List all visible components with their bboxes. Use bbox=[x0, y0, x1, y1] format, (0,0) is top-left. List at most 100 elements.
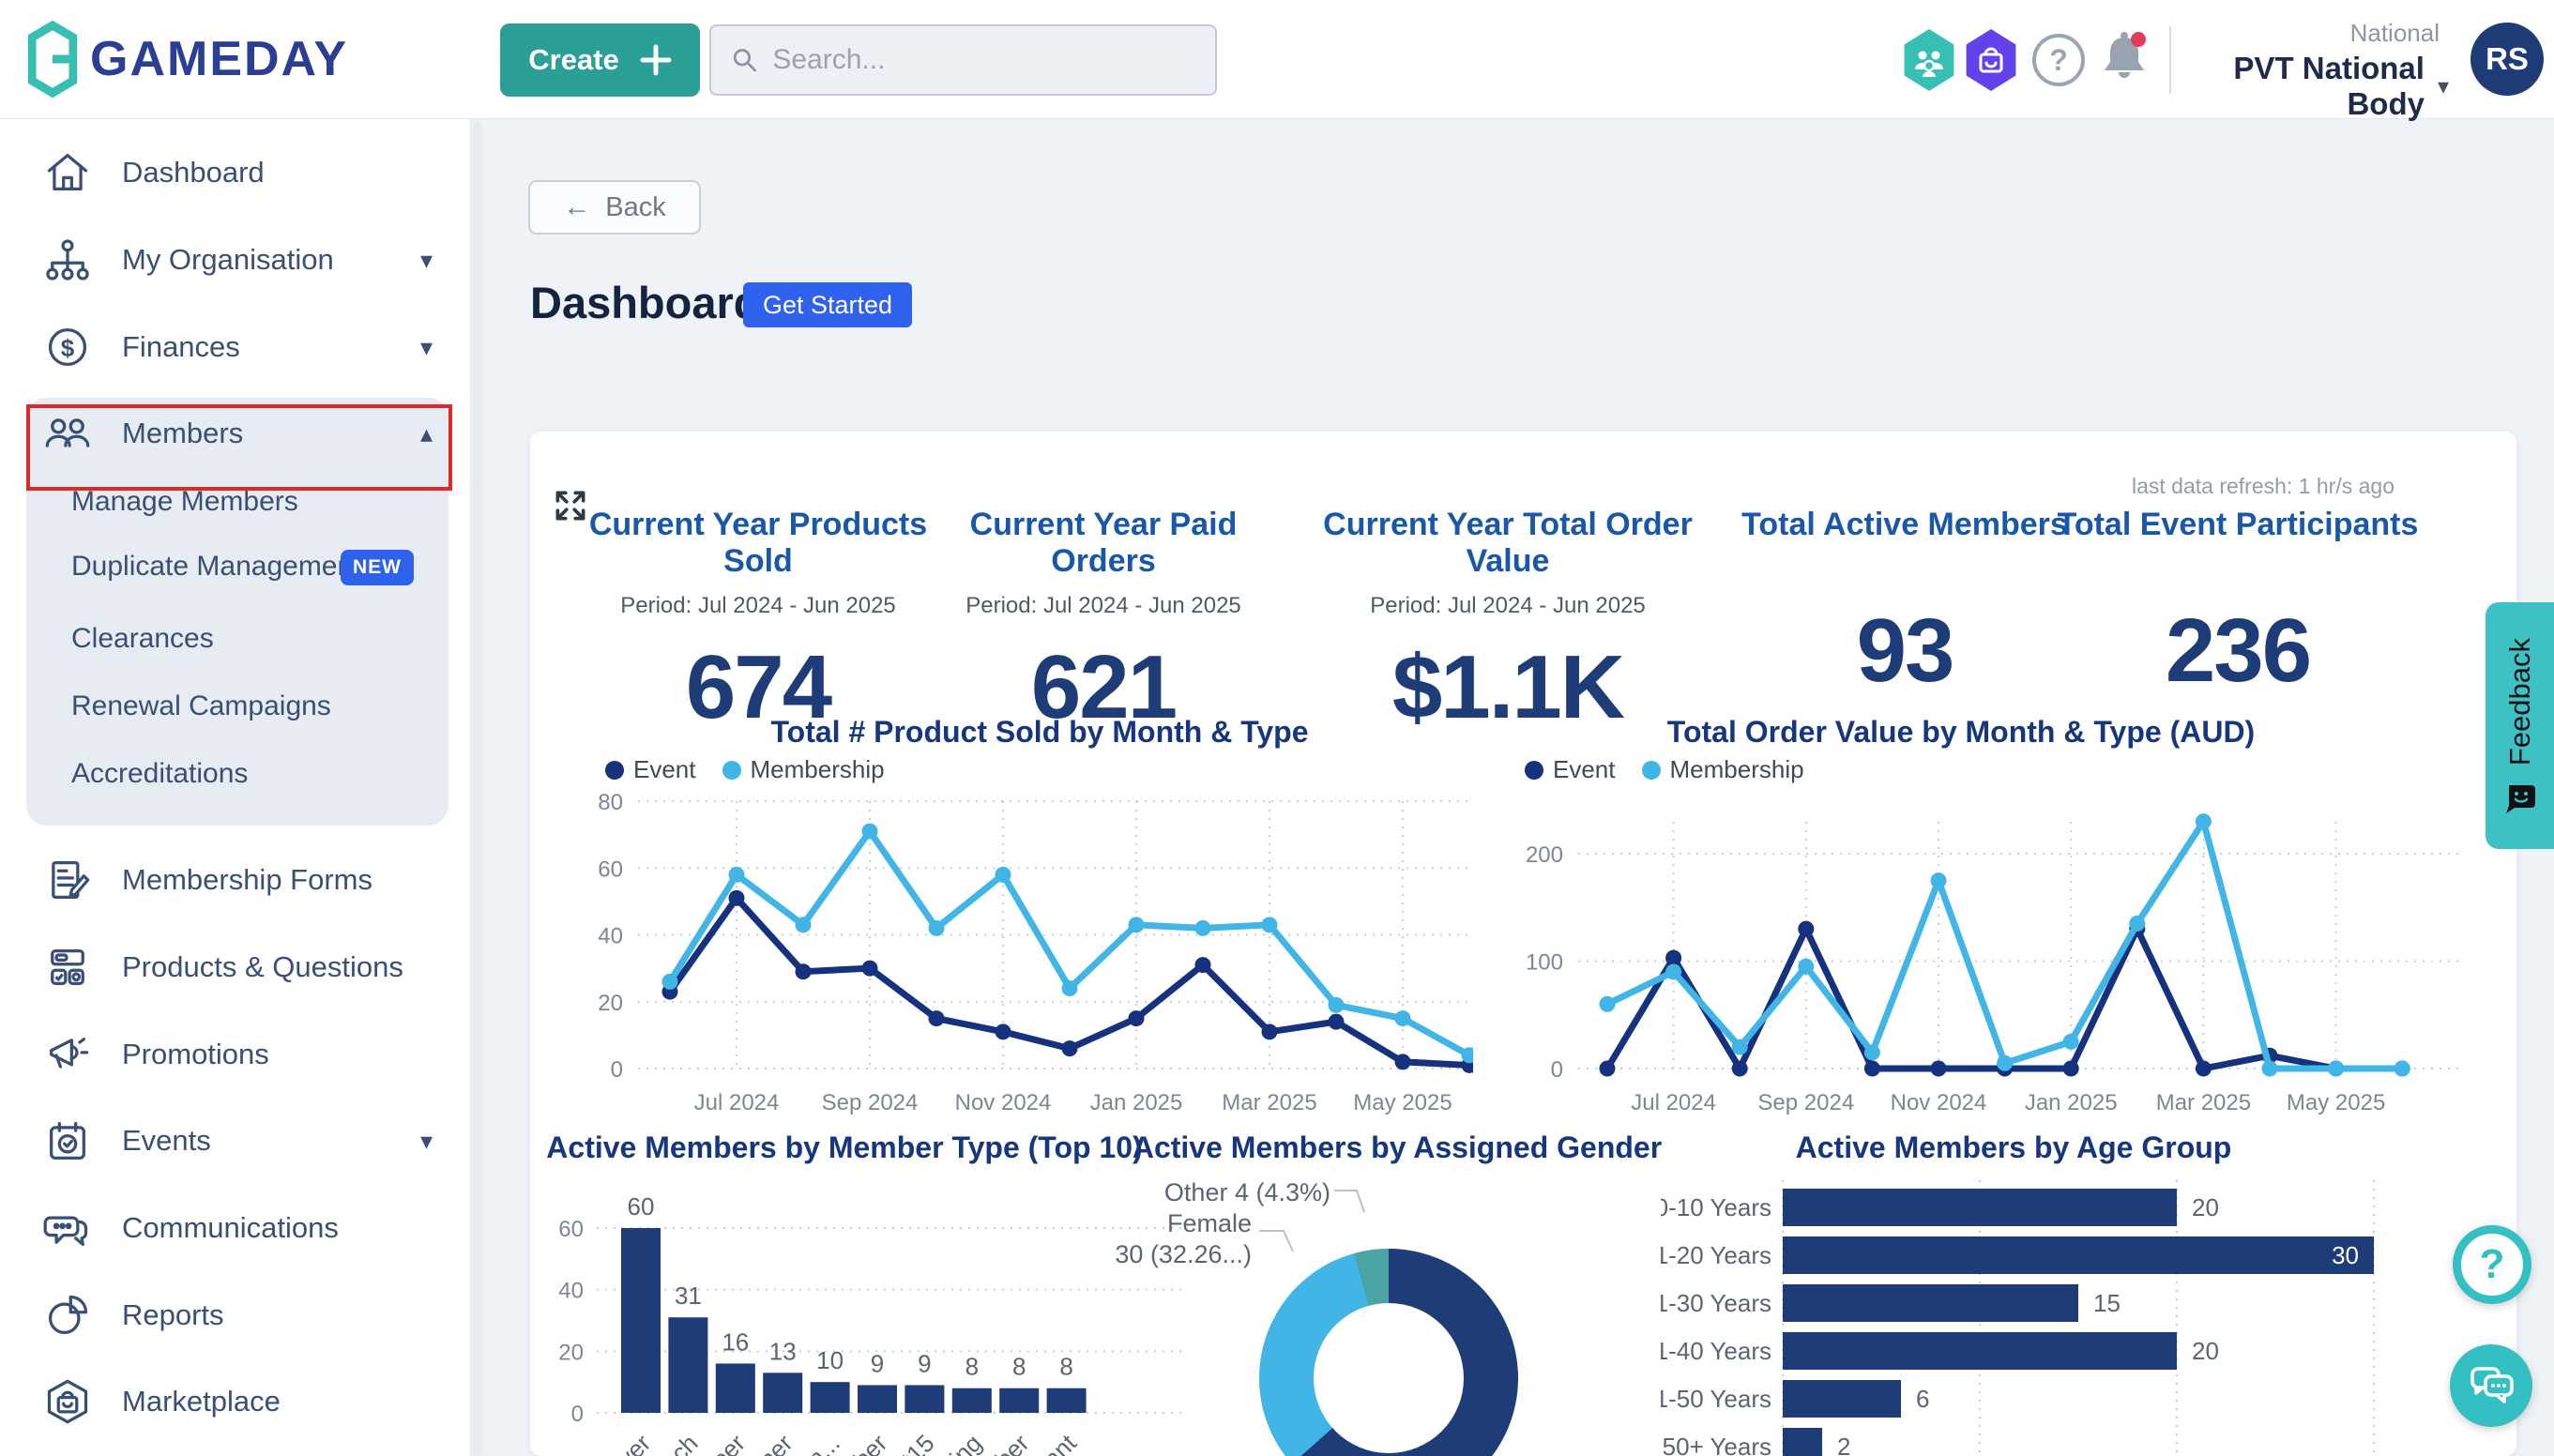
gender-donut-hole bbox=[1314, 1303, 1464, 1453]
svg-text:8: 8 bbox=[965, 1353, 979, 1381]
sidebar-item-events[interactable]: Events ▾ bbox=[0, 1107, 471, 1175]
network-members-button[interactable] bbox=[1904, 29, 1954, 91]
svg-text:20: 20 bbox=[558, 1340, 584, 1365]
feedback-label: Feedback bbox=[2502, 638, 2536, 766]
legend-label-membership: Membership bbox=[1669, 755, 1804, 783]
last-refresh-label: last data refresh: 1 hr/s ago bbox=[2132, 474, 2394, 498]
sidebar-item-dashboard[interactable]: Dashboard bbox=[0, 139, 471, 206]
search-box[interactable] bbox=[709, 24, 1217, 96]
get-started-button[interactable]: Get Started bbox=[743, 282, 913, 327]
sidebar-item-membership-forms[interactable]: Membership Forms bbox=[0, 846, 471, 914]
kpi-total-order-value: Current Year Total Order Value Period: J… bbox=[1292, 507, 1724, 739]
sidebar-item-products-questions[interactable]: Products & Questions bbox=[0, 933, 471, 1001]
donut-leader-lines bbox=[1259, 1190, 1365, 1252]
home-icon bbox=[47, 153, 88, 190]
feedback-tab[interactable]: Feedback bbox=[2486, 602, 2554, 849]
products-icon bbox=[51, 949, 84, 985]
notifications-button[interactable] bbox=[2096, 28, 2152, 90]
donut-label-female-line2: 30 (32.26...) bbox=[1115, 1240, 1252, 1268]
shopping-bag-icon bbox=[1979, 47, 2003, 73]
age-group-chart-title: Active Members by Age Group bbox=[1795, 1130, 2232, 1164]
donut-label-female-line1: Female bbox=[1166, 1209, 1252, 1237]
sidebar-item-marketplace[interactable]: Marketplace bbox=[0, 1368, 471, 1435]
page-title: Dashboard bbox=[530, 278, 761, 327]
kpi-period bbox=[1726, 556, 2083, 583]
sidebar-item-renewal-campaigns[interactable]: Renewal Campaigns bbox=[0, 673, 471, 740]
chevron-down-icon: ▾ bbox=[420, 1126, 433, 1155]
sidebar-item-clearances[interactable]: Clearances bbox=[0, 605, 471, 673]
svg-text:0: 0 bbox=[611, 1057, 623, 1083]
members-icon bbox=[45, 418, 90, 447]
svg-text:6: 6 bbox=[1916, 1385, 1929, 1413]
svg-text:8: 8 bbox=[1012, 1353, 1026, 1381]
org-switcher[interactable]: PVT National Body ▾ bbox=[2158, 51, 2449, 122]
kpi-value: 621 bbox=[1030, 637, 1178, 737]
svg-text:Sep 2024: Sep 2024 bbox=[1757, 1090, 1854, 1115]
sidebar-item-communications[interactable]: Communications bbox=[0, 1194, 471, 1262]
back-button[interactable]: ← Back bbox=[528, 180, 701, 235]
back-button-label: Back bbox=[605, 191, 666, 222]
marketplace-bag-button[interactable] bbox=[1966, 29, 2016, 91]
kpi-title: Current Year Total Order Value bbox=[1323, 507, 1693, 579]
kpi-period: Period: Jul 2024 - Jun 2025 bbox=[1370, 593, 1646, 618]
product-sold-chart-title: Total # Product Sold by Month & Type bbox=[770, 715, 1309, 749]
search-input[interactable] bbox=[772, 44, 1194, 76]
member-type-chart-title: Active Members by Member Type (Top 10) bbox=[546, 1130, 1143, 1164]
kpi-active-members: Total Active Members 93 bbox=[1726, 507, 2083, 703]
sidebar-item-manage-members[interactable]: Manage Members bbox=[0, 468, 471, 536]
svg-text:31-40 Years: 31-40 Years bbox=[1661, 1337, 1771, 1365]
svg-text:Jan 2025: Jan 2025 bbox=[1090, 1090, 1183, 1115]
gameday-logo[interactable]: GAMEDAY bbox=[28, 21, 348, 98]
kpi-value: 674 bbox=[685, 637, 832, 737]
product-sold-legend: Event Membership bbox=[605, 755, 885, 784]
svg-text:41-50 Years: 41-50 Years bbox=[1661, 1385, 1771, 1413]
create-button[interactable]: Create bbox=[500, 23, 700, 97]
gameday-logo-icon bbox=[28, 21, 77, 98]
donut-label-female: Female 30 (32.26...) bbox=[1026, 1208, 1252, 1270]
svg-text:20: 20 bbox=[2192, 1337, 2219, 1365]
sidebar-item-finances[interactable]: $ Finances ▾ bbox=[0, 313, 471, 381]
legend-dot-event bbox=[605, 760, 624, 780]
donut-label-other: Other 4 (4.3%) bbox=[1163, 1178, 1330, 1206]
help-button[interactable]: ? bbox=[2032, 34, 2085, 86]
chat-bubbles-icon bbox=[43, 1216, 88, 1246]
avatar[interactable]: RS bbox=[2470, 23, 2544, 96]
svg-text:13: 13 bbox=[769, 1337, 797, 1365]
chevron-up-icon: ▴ bbox=[420, 418, 433, 447]
floating-chat-button[interactable] bbox=[2450, 1344, 2532, 1427]
chevron-down-icon: ▾ bbox=[2437, 73, 2449, 99]
kpi-title: Current Year Paid Orders bbox=[969, 507, 1238, 579]
sidebar-item-members[interactable]: Members ▴ bbox=[0, 400, 471, 467]
sidebar-item-accreditations[interactable]: Accreditations bbox=[0, 740, 471, 808]
sidebar-item-my-organisation[interactable]: My Organisation ▾ bbox=[0, 226, 471, 294]
svg-text:16: 16 bbox=[722, 1327, 749, 1356]
sidebar-item-reports[interactable]: Reports bbox=[0, 1282, 471, 1349]
chevron-down-icon: ▾ bbox=[420, 245, 433, 274]
sidebar-item-label: Renewal Campaigns bbox=[71, 690, 331, 721]
svg-text:Mar 2025: Mar 2025 bbox=[1222, 1090, 1316, 1115]
expand-icon[interactable] bbox=[551, 486, 590, 525]
kpi-products-sold: Current Year Products Sold Period: Jul 2… bbox=[561, 507, 955, 739]
sidebar-item-label: Promotions bbox=[122, 1038, 269, 1070]
sidebar-scrollbar[interactable] bbox=[473, 122, 482, 1456]
product-sold-line-chart: 0 20 40 60 80 Jul 2024 Sep 2024 Nov 2024 Jan 202… bbox=[598, 790, 1473, 1115]
plus-icon bbox=[640, 44, 672, 76]
svg-text:May 2025: May 2025 bbox=[2287, 1090, 2385, 1115]
svg-text:31: 31 bbox=[675, 1282, 702, 1310]
sidebar-item-promotions[interactable]: Promotions bbox=[0, 1021, 471, 1088]
sidebar-item-label: Products & Questions bbox=[122, 950, 403, 983]
svg-text:100: 100 bbox=[1526, 950, 1563, 976]
get-started-label: Get Started bbox=[763, 290, 893, 319]
kpi-title: Total Active Members bbox=[1741, 507, 2068, 542]
svg-text:Jul 2024: Jul 2024 bbox=[1631, 1090, 1716, 1115]
kpi-title: Current Year Products Sold bbox=[588, 507, 928, 579]
kpi-value: 93 bbox=[1856, 600, 1955, 701]
dashboard-card bbox=[530, 432, 2516, 1456]
header: GAMEDAY Create ? bbox=[0, 0, 2554, 122]
svg-text:May 2025: May 2025 bbox=[1353, 1090, 1452, 1115]
floating-help-button[interactable]: ? bbox=[2453, 1225, 2531, 1304]
notification-dot bbox=[2131, 32, 2146, 47]
legend-label-membership: Membership bbox=[750, 755, 885, 783]
sidebar-item-duplicate-management[interactable]: Duplicate Management NEW bbox=[0, 533, 471, 600]
svg-text:Jan 2025: Jan 2025 bbox=[2025, 1090, 2118, 1115]
